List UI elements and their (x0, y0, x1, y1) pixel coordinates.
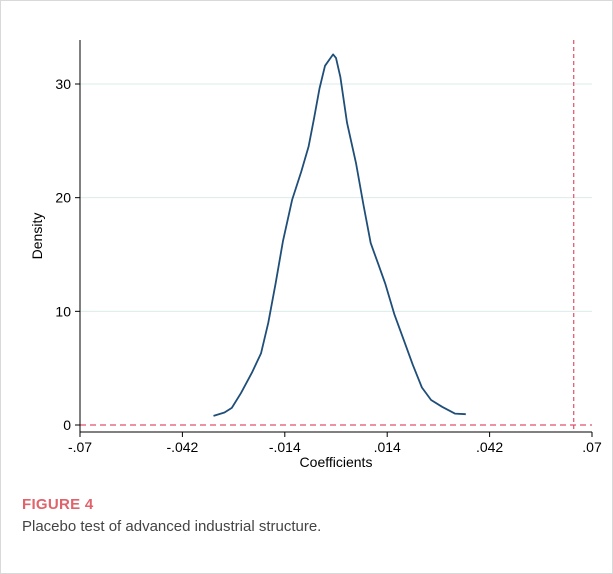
y-axis-label: Density (29, 213, 45, 260)
reference-lines (80, 40, 592, 432)
axes (79, 40, 592, 433)
x-tick-label-.042: .042 (476, 439, 503, 455)
y-tick-label-20: 20 (55, 190, 71, 206)
series-layer (213, 53, 466, 417)
y-tick-label-10: 10 (55, 303, 71, 319)
x-axis-label: Coefficients (300, 454, 373, 470)
figure-caption: Placebo test of advanced industrial stru… (22, 518, 322, 535)
x-tick-label--.014: -.014 (269, 439, 301, 455)
chart-container: 0 10 20 30 -.07 -.042 -.014 .014 .042 .07 Coeffic… (29, 40, 602, 470)
figure-label: FIGURE 4 (22, 496, 94, 513)
x-tick-label--.042: -.042 (166, 439, 198, 455)
y-tick-label-30: 30 (55, 76, 71, 92)
x-tick-label--.07: -.07 (68, 439, 92, 455)
tick-labels: 0 10 20 30 -.07 -.042 -.014 .014 .042 .07 (55, 76, 602, 455)
y-tick-label-0: 0 (63, 417, 71, 433)
density-chart: 0 10 20 30 -.07 -.042 -.014 .014 .042 .07 Coeffic… (29, 40, 602, 470)
gridlines (80, 83, 592, 312)
x-tick-label-.014: .014 (374, 439, 401, 455)
x-tick-label-.07: .07 (582, 439, 602, 455)
density-curve (213, 53, 466, 417)
